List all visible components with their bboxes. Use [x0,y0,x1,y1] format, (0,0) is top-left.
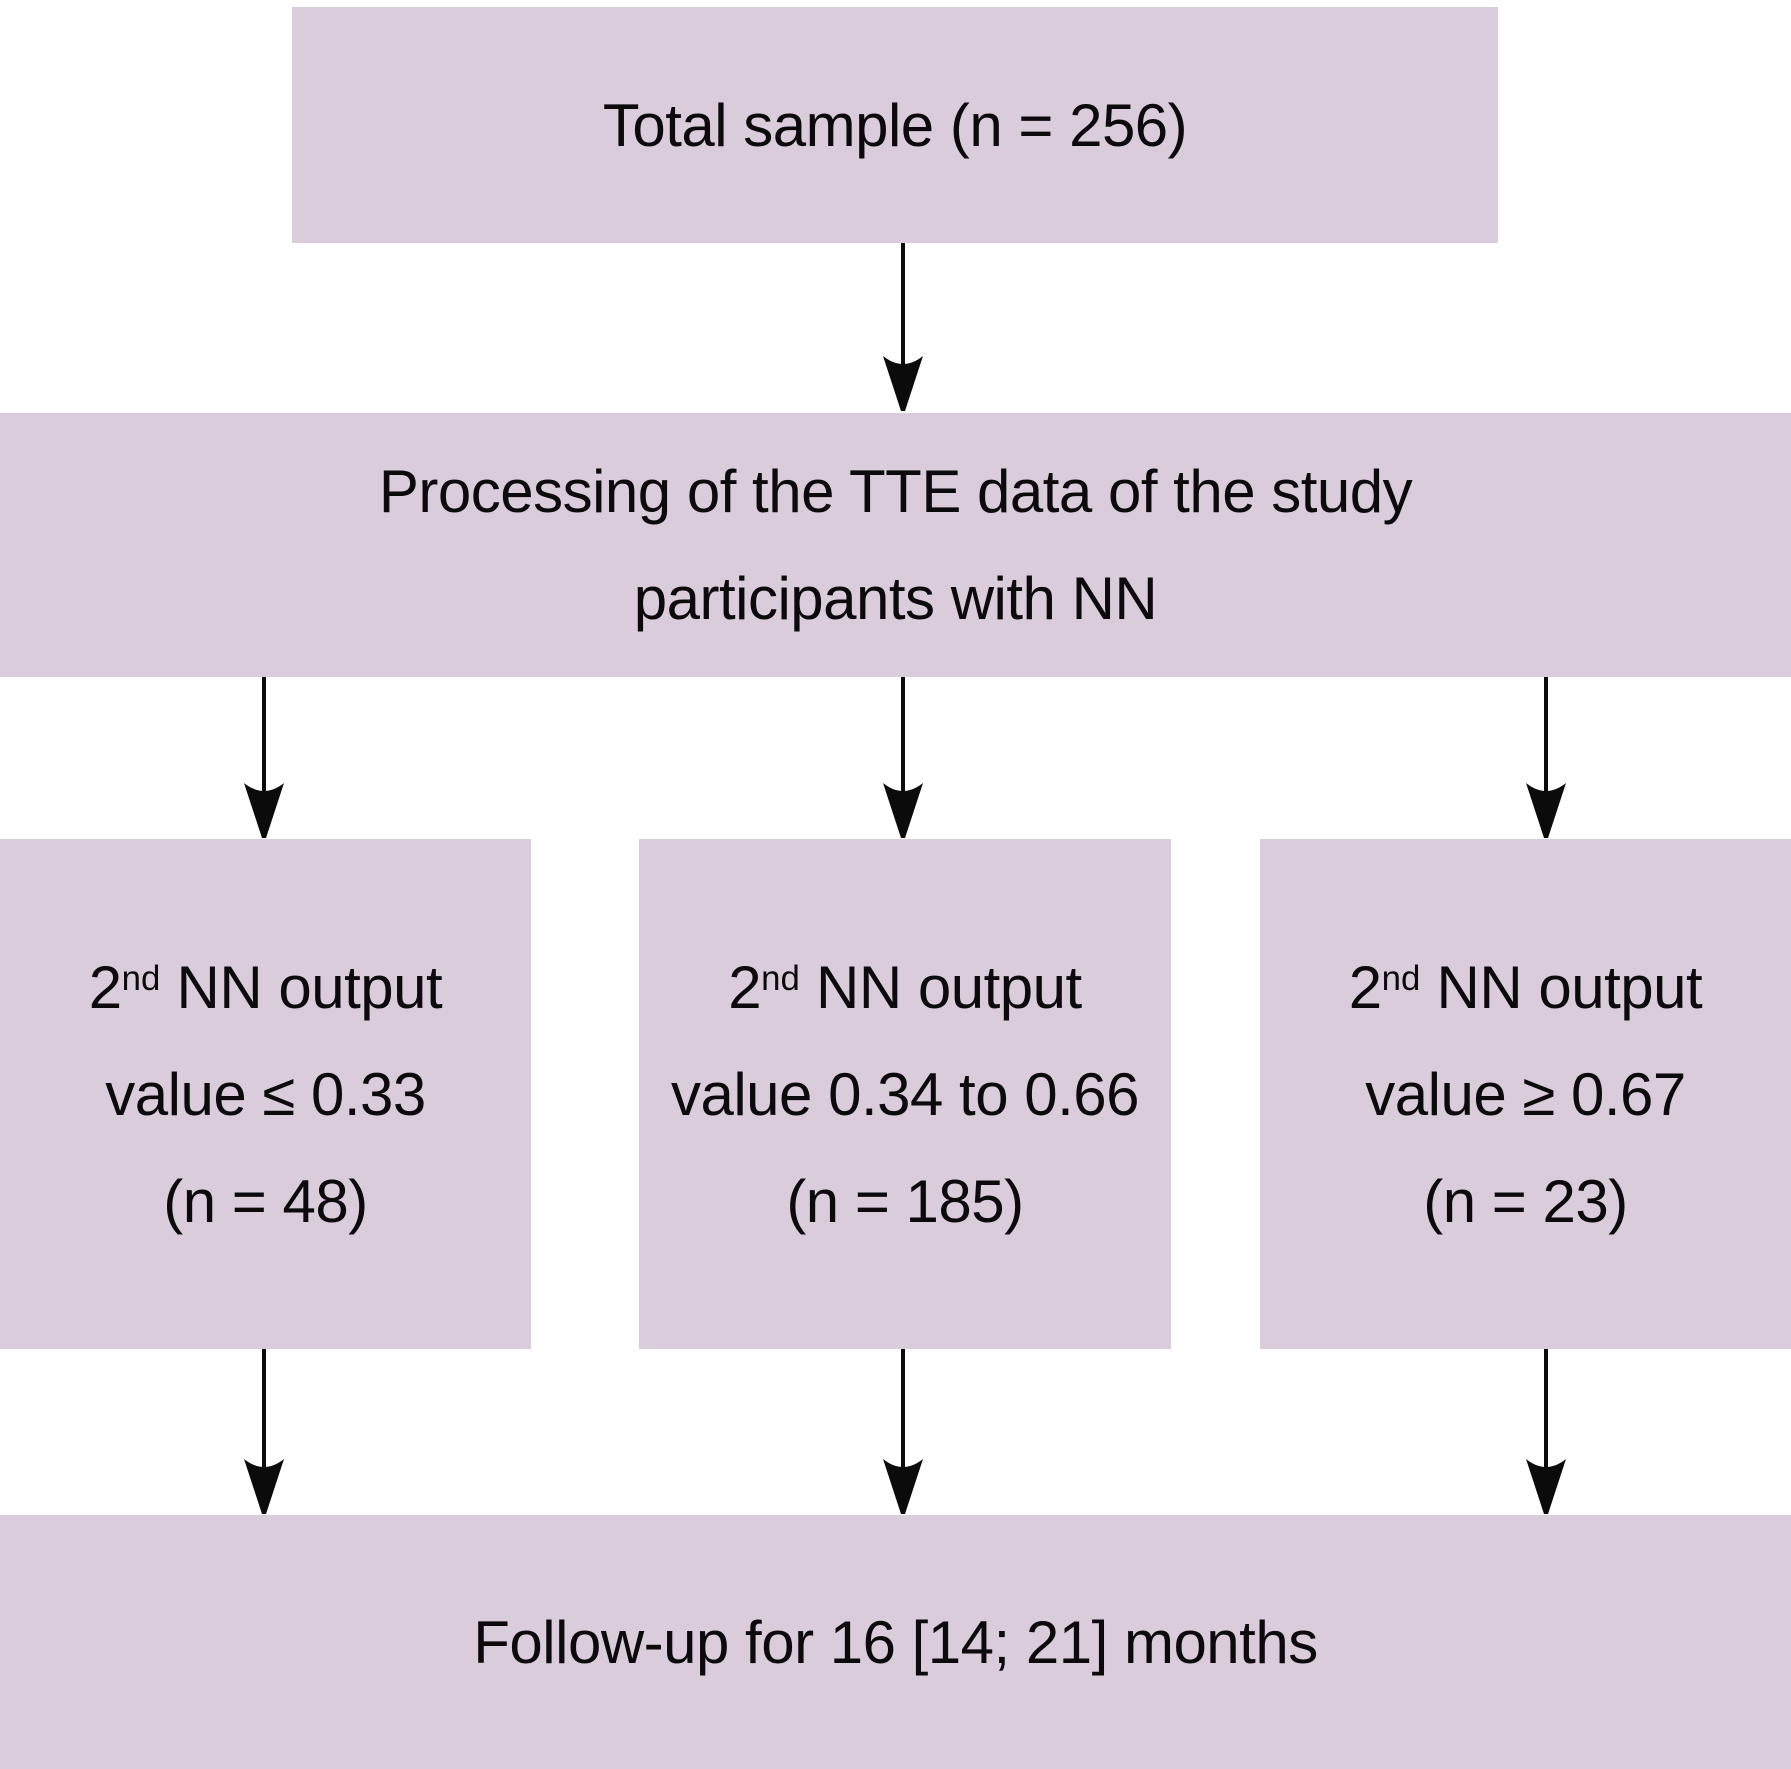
branch-mid-line2: value 0.34 to 0.66 [670,1060,1140,1128]
box-branch-high-output: 2nd NN output value ≥ 0.67 (n = 23) [1260,839,1791,1349]
followup-label: Follow-up for 16 [14; 21] months [473,1608,1318,1676]
branch-high-line2: value ≥ 0.67 [1365,1060,1686,1128]
branch-low-line1: 2nd NN output [88,934,443,1041]
branch-high-ordinal: nd [1381,958,1421,998]
branch-mid-line1: 2nd NN output [728,934,1082,1041]
branch-low-line3: (n = 48) [163,1167,368,1235]
branch-low-base: 2 [88,953,122,1021]
box-branch-mid-output: 2nd NN output value 0.34 to 0.66 (n = 18… [639,839,1171,1349]
branch-low-line2: value ≤ 0.33 [105,1060,426,1128]
branch-mid-ordinal: nd [761,958,800,998]
branch-low-ordinal: nd [121,958,161,998]
box-branch-low-output: 2nd NN output value ≤ 0.33 (n = 48) [0,839,531,1349]
processing-label-line1: Processing of the TTE data of the study [378,458,1413,525]
box-processing-tte: Processing of the TTE data of the study … [0,413,1791,677]
box-followup: Follow-up for 16 [14; 21] months [0,1515,1791,1769]
arrow-down-icon [244,1349,284,1514]
branch-high-line1-rest: NN output [1420,953,1703,1021]
arrow-down-icon [883,243,923,411]
arrow-down-icon [883,1349,923,1514]
total-sample-label: Total sample (n = 256) [602,91,1188,159]
branch-mid-line3: (n = 185) [786,1167,1024,1235]
arrow-down-icon [1526,1349,1566,1514]
branch-mid-base: 2 [728,953,762,1021]
arrow-down-icon [883,677,923,838]
arrow-down-icon [1526,677,1566,838]
branch-high-line3: (n = 23) [1423,1167,1628,1235]
arrow-down-icon [244,677,284,838]
branch-mid-line1-rest: NN output [799,953,1082,1021]
branch-high-base: 2 [1348,953,1382,1021]
processing-label-line2: participants with NN [633,565,1158,632]
branch-high-line1: 2nd NN output [1348,934,1703,1041]
branch-low-line1-rest: NN output [160,953,443,1021]
box-total-sample: Total sample (n = 256) [292,7,1498,243]
